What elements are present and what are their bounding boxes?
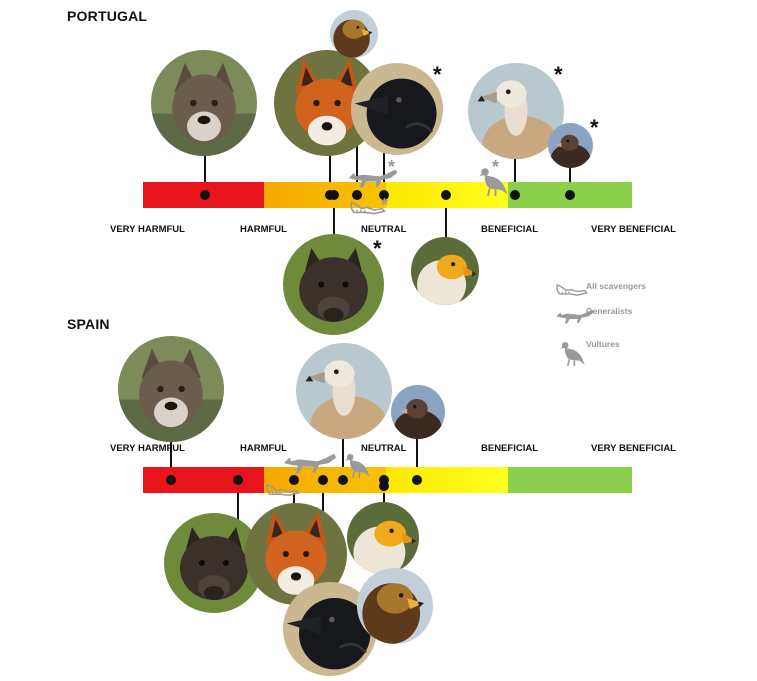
vultures-icon	[479, 168, 508, 197]
egyptian-vulture-dot	[441, 190, 451, 200]
all-scavengers-asterisk: *	[381, 195, 389, 215]
raven-dot	[379, 190, 389, 200]
spain-cinereous-vulture-pin	[416, 436, 418, 480]
spain-generalists-icon	[283, 453, 337, 474]
generalists-asterisk: *	[388, 157, 396, 177]
legend-all-scavengers-icon	[556, 283, 589, 296]
spain-beneficial-segment	[508, 467, 632, 493]
golden-eagle-photo	[330, 10, 378, 58]
legend-vultures-label: Vultures	[586, 339, 620, 349]
spain-fox-dot	[289, 475, 299, 485]
spain-cinereous-vulture-dot	[412, 475, 422, 485]
spain-wild-boar-pin	[237, 480, 239, 520]
griffon-vulture-pin	[514, 150, 516, 195]
scale-label-very-beneficial: VERY BENEFICIAL	[591, 224, 676, 235]
cinereous-vulture-dot	[565, 190, 575, 200]
spain-wolf-pin	[170, 435, 172, 480]
spain-scale-label-very-harmful: VERY HARMFUL	[110, 443, 185, 454]
golden-eagle-dot	[352, 190, 362, 200]
spain-wolf-dot	[166, 475, 176, 485]
spain-very-harmful-segment	[143, 467, 264, 493]
scale-label-beneficial: BENEFICIAL	[481, 224, 538, 235]
wild-boar-asterisk: *	[373, 236, 382, 261]
cinereous-vulture-pin	[569, 150, 571, 195]
spain-scale-label-neutral: NEUTRAL	[361, 443, 407, 454]
griffon-vulture-asterisk: *	[554, 62, 563, 87]
generalists-icon	[348, 169, 398, 188]
all-scavengers-icon	[350, 201, 387, 215]
spain-raven-photo	[283, 582, 377, 676]
cinereous-vulture-asterisk: *	[590, 115, 599, 140]
spain-griffon-vulture-dot	[338, 475, 348, 485]
wild-boar-photo	[283, 234, 384, 335]
egyptian-vulture-photo	[411, 237, 479, 305]
spain-wolf-photo	[118, 336, 224, 442]
portugal-title: PORTUGAL	[67, 8, 148, 24]
wild-boar-pin	[333, 195, 335, 245]
spain-scale-label-very-beneficial: VERY BENEFICIAL	[591, 443, 676, 454]
legend-generalists-label: Generalists	[586, 306, 633, 316]
spain-title: SPAIN	[67, 316, 110, 332]
spain-neutral-segment	[386, 467, 508, 493]
scale-label-harmful: HARMFUL	[240, 224, 287, 235]
spain-egyptian-vulture-dot	[379, 475, 389, 485]
egyptian-vulture-pin	[445, 195, 447, 240]
spain-scale-label-beneficial: BENEFICIAL	[481, 443, 538, 454]
legend-generalists-icon	[556, 309, 594, 324]
spain-griffon-vulture-photo	[296, 343, 392, 439]
spain-raven-dot	[318, 475, 328, 485]
wild-boar-dot	[329, 190, 339, 200]
griffon-vulture-dot	[510, 190, 520, 200]
legend-vultures-icon	[560, 341, 585, 367]
cinereous-vulture-photo	[548, 123, 593, 168]
vultures-asterisk: *	[492, 157, 500, 177]
wolf-dot	[200, 190, 210, 200]
spain-wild-boar-photo	[164, 513, 264, 613]
spain-vultures-icon	[345, 453, 370, 479]
spain-golden-eagle-dot	[379, 481, 389, 491]
wolf-pin	[204, 150, 206, 195]
raven-pin	[383, 152, 385, 195]
fox-pin	[329, 150, 331, 195]
scale-label-very-harmful: VERY HARMFUL	[110, 224, 185, 235]
legend-all-scavengers-label: All scavengers	[586, 281, 647, 291]
spain-fox-pin	[293, 480, 295, 510]
spain-golden-eagle-photo	[357, 568, 433, 644]
spain-wild-boar-dot	[233, 475, 243, 485]
spain-impact-bar	[143, 467, 632, 493]
scale-label-neutral: NEUTRAL	[361, 224, 407, 235]
spain-cinereous-vulture-photo	[391, 385, 445, 439]
wolf-photo	[151, 50, 257, 156]
spain-egyptian-vulture-photo	[347, 502, 419, 574]
raven-photo	[351, 63, 443, 155]
spain-all-scavengers-icon	[266, 483, 301, 497]
spain-griffon-vulture-pin	[342, 430, 344, 480]
raven-asterisk: *	[433, 62, 442, 87]
spain-scale-label-harmful: HARMFUL	[240, 443, 287, 454]
